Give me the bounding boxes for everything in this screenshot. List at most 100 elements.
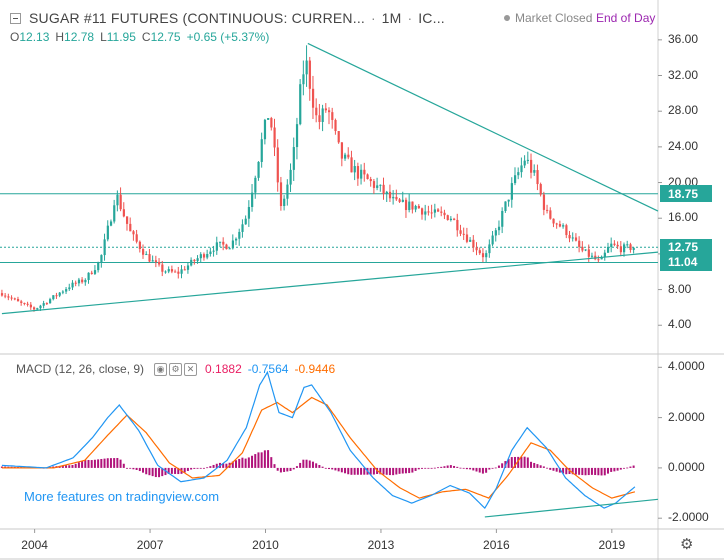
candle-body: [632, 247, 635, 250]
candle-body: [87, 272, 90, 280]
open-label: O: [10, 30, 20, 44]
macd-histogram-bar: [241, 457, 244, 468]
candle-body: [465, 234, 469, 242]
settings-icon[interactable]: ⚙: [169, 362, 183, 376]
candle-body: [424, 211, 427, 215]
candle-body: [481, 253, 485, 258]
candle-body: [324, 108, 327, 111]
macd-histogram-bar: [263, 450, 266, 468]
candle-body: [161, 264, 164, 272]
candle-body: [456, 219, 459, 231]
macd-histogram-bar: [449, 465, 452, 468]
macd-histogram-bar: [632, 465, 635, 468]
eye-icon[interactable]: ◉: [154, 362, 168, 376]
macd-histogram-bar: [244, 458, 247, 468]
macd-histogram-bar: [462, 467, 465, 469]
symbol-title[interactable]: SUGAR #11 FUTURES (CONTINUOUS: CURREN...: [29, 10, 365, 26]
macd-histogram-bar: [247, 457, 250, 468]
chart-settings-gear-icon[interactable]: ⚙: [680, 536, 694, 553]
macd-histogram-bar: [459, 467, 462, 469]
candle-body: [517, 172, 520, 176]
close-icon[interactable]: ✕: [184, 362, 198, 376]
high-label: H: [55, 30, 65, 44]
macd-histogram-bar: [135, 467, 138, 470]
candle-body: [4, 295, 7, 297]
candle-body: [235, 238, 238, 241]
interval-label[interactable]: 1M: [381, 10, 402, 26]
candle-body: [385, 191, 388, 194]
candle-body: [513, 175, 517, 184]
candle-body: [549, 210, 552, 219]
macd-histogram-bar: [606, 467, 609, 474]
candle-body: [398, 199, 401, 202]
candle-body: [494, 230, 497, 236]
candle-body: [251, 192, 254, 207]
candle-body: [507, 199, 510, 202]
candle-body: [616, 244, 619, 247]
macd-indicator-name[interactable]: MACD (12, 26, close, 9): [16, 362, 145, 376]
macd-histogram-bar: [408, 467, 411, 474]
collapse-legend-icon[interactable]: [10, 12, 21, 24]
price-axis-tick-label: 8.00: [668, 281, 692, 296]
macd-histogram-bar: [594, 467, 597, 476]
macd-histogram-bar: [520, 456, 523, 468]
macd-histogram-bar: [485, 467, 488, 473]
macd-histogram-bar: [392, 467, 395, 476]
candle-body: [119, 194, 122, 210]
macd-histogram-bar: [404, 467, 407, 474]
macd-histogram-bar: [257, 452, 260, 468]
macd-histogram-bar: [388, 467, 391, 476]
candle-body: [212, 250, 215, 252]
candle-body: [334, 119, 337, 132]
candle-body: [536, 170, 539, 185]
candle-body: [462, 233, 465, 235]
macd-histogram-bar: [276, 467, 279, 471]
macd-histogram-bar: [84, 459, 87, 468]
macd-histogram-bar: [562, 467, 565, 474]
macd-histogram-bar: [231, 461, 234, 468]
price-axis-tick-label: 20.00: [668, 174, 699, 189]
candle-body: [619, 246, 623, 253]
price-scale-label: 11.04: [660, 253, 712, 271]
macd-histogram-bar: [571, 467, 574, 475]
candle-body: [10, 297, 13, 299]
candle-body: [478, 250, 481, 254]
macd-histogram-bar: [587, 467, 590, 476]
candle-body: [305, 60, 308, 75]
macd-histogram-bar: [446, 465, 449, 468]
macd-histogram-bar: [574, 467, 577, 475]
candle-body: [449, 218, 453, 221]
price-axis-tick-label: 32.00: [668, 67, 699, 82]
macd-histogram-bar: [235, 460, 238, 468]
promo-link[interactable]: More features on tradingview.com: [24, 489, 220, 504]
macd-histogram-bar: [363, 467, 366, 475]
candle-body: [613, 243, 616, 245]
candle-body: [183, 269, 186, 271]
macd-histogram-bar: [626, 467, 629, 469]
macd-histogram-bar: [279, 467, 282, 473]
macd-histogram-bar: [555, 467, 558, 472]
macd-histogram-bar: [334, 467, 337, 471]
candle-body: [23, 302, 26, 304]
candle-body: [404, 199, 408, 211]
candle-body: [360, 169, 363, 179]
macd-histogram-bar: [87, 459, 90, 468]
candle-body: [222, 241, 225, 245]
candle-body: [215, 242, 218, 251]
candle-body: [485, 253, 488, 258]
candle-body: [292, 147, 295, 170]
macd-histogram-bar: [311, 461, 314, 468]
candle-body: [170, 269, 174, 272]
macd-histogram-bar: [565, 467, 568, 475]
macd-histogram-bar: [494, 467, 497, 469]
candle-body: [286, 184, 289, 199]
macd-histogram-bar: [613, 467, 616, 472]
candle-body: [52, 295, 55, 300]
candle-body: [328, 110, 331, 113]
candle-body: [440, 211, 443, 213]
candle-body: [100, 255, 103, 263]
macd-histogram-bar: [93, 459, 96, 468]
macd-histogram-bar: [578, 467, 581, 475]
macd-histogram-bar: [385, 467, 388, 475]
